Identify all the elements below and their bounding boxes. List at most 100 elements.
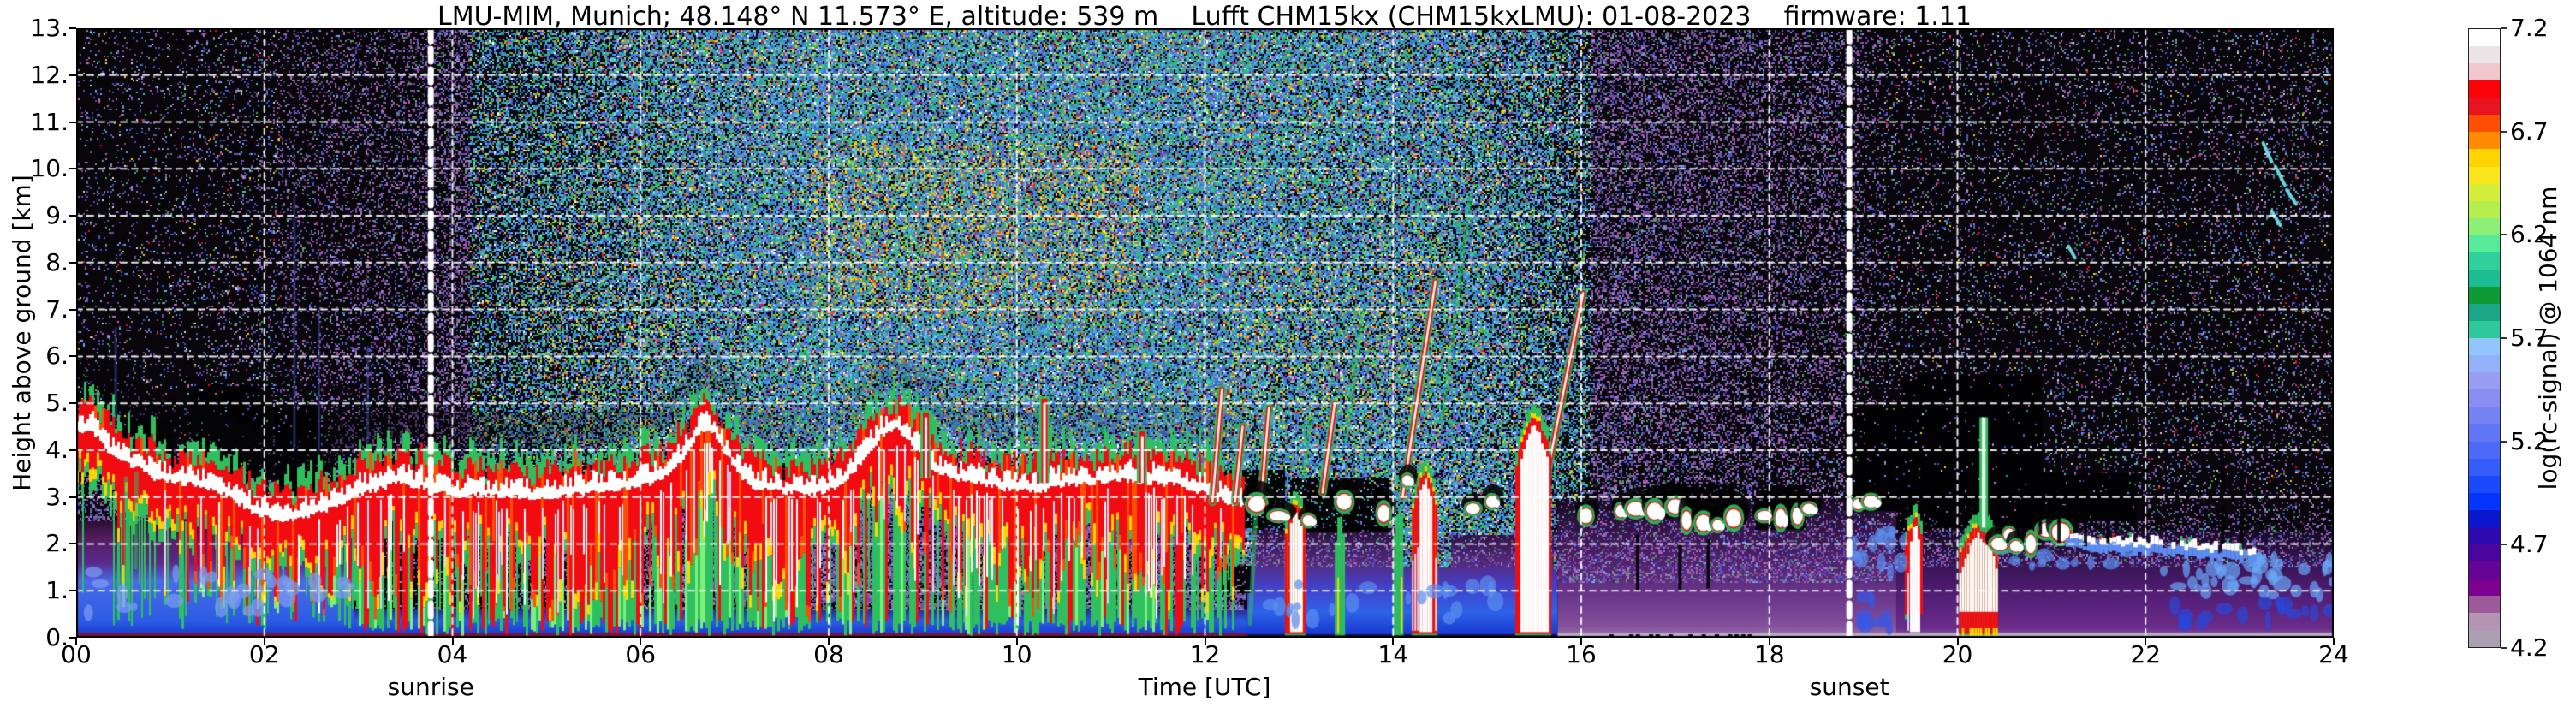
colorbar-tick-label: 6.2 (2510, 220, 2549, 249)
y-tick-mark (69, 637, 76, 639)
colorbar-tick-mark (2501, 647, 2507, 649)
y-tick-mark (69, 74, 76, 76)
x-tick-mark (263, 638, 265, 645)
colorbar-band (2469, 596, 2500, 614)
colorbar-band (2469, 407, 2500, 425)
y-tick-mark (69, 496, 76, 498)
x-tick-mark (451, 638, 454, 645)
y-tick-label: 3. (45, 482, 68, 511)
colorbar-band (2469, 389, 2500, 407)
colorbar-band (2469, 132, 2500, 150)
y-tick-mark (69, 590, 76, 592)
colorbar-band (2469, 149, 2500, 167)
colorbar-band (2469, 217, 2500, 235)
heatmap-plot-area (76, 28, 2334, 638)
x-tick-label: 00 (61, 640, 92, 668)
y-tick-mark (69, 121, 76, 123)
x-tick-label: 08 (813, 640, 844, 668)
y-tick-mark (69, 449, 76, 451)
x-tick-label: 24 (2318, 640, 2349, 668)
y-tick-label: 10. (30, 154, 68, 183)
plot-title: LMU-MIM, Munich; 48.148° N 11.573° E, al… (437, 2, 1972, 32)
y-tick-label: 5. (45, 389, 68, 418)
y-tick-label: 8. (45, 247, 68, 276)
colorbar-band (2469, 544, 2500, 561)
colorbar-band (2469, 372, 2500, 390)
y-tick-mark (69, 27, 76, 29)
x-tick-label: 04 (437, 640, 468, 668)
colorbar-band (2469, 561, 2500, 579)
x-tick-mark (75, 638, 77, 645)
colorbar-tick-label: 4.7 (2510, 530, 2549, 559)
y-tick-mark (69, 543, 76, 545)
x-tick-label: 22 (2130, 640, 2162, 668)
backscatter-heatmap-canvas (76, 28, 2334, 638)
colorbar-band (2469, 63, 2500, 81)
y-tick-mark (69, 402, 76, 405)
colorbar-tick-label: 7.2 (2510, 14, 2549, 42)
x-tick-mark (1956, 638, 1959, 645)
y-tick-label: 6. (45, 342, 68, 371)
colorbar-band (2469, 286, 2500, 304)
colorbar-band (2469, 321, 2500, 339)
x-axis-label: Time [UTC] (1138, 673, 1271, 701)
colorbar-tick-mark (2501, 27, 2507, 29)
x-tick-label: 16 (1566, 640, 1597, 668)
y-tick-label: 9. (45, 201, 68, 230)
colorbar-band (2469, 200, 2500, 218)
colorbar-band (2469, 630, 2500, 648)
colorbar-tick-label: 5.2 (2510, 426, 2549, 455)
y-tick-label: 7. (45, 294, 68, 324)
colorbar-band (2469, 509, 2500, 527)
x-tick-mark (828, 638, 830, 645)
x-tick-mark (1204, 638, 1206, 645)
colorbar-tick-mark (2501, 234, 2507, 236)
x-tick-mark (2145, 638, 2147, 645)
y-tick-label: 12. (30, 60, 68, 89)
x-tick-mark (1768, 638, 1770, 645)
colorbar-band (2469, 252, 2500, 270)
colorbar-band (2469, 338, 2500, 356)
sunrise-annotation: sunrise (387, 673, 474, 701)
x-tick-label: 06 (625, 640, 657, 668)
colorbar-label: log(rc-signal) @ 1064 nm (2534, 186, 2562, 490)
colorbar-band (2469, 46, 2500, 64)
x-tick-label: 10 (1001, 640, 1032, 668)
colorbar-band (2469, 613, 2500, 631)
y-tick-label: 2. (45, 529, 68, 558)
y-tick-label: 4. (45, 435, 68, 464)
y-tick-label: 0. (45, 623, 68, 651)
colorbar-band (2469, 492, 2500, 510)
colorbar-tick-mark (2501, 440, 2507, 443)
sunset-annotation: sunset (1809, 673, 1889, 701)
colorbar-band (2469, 458, 2500, 476)
x-tick-label: 20 (1942, 640, 1973, 668)
colorbar-tick-label: 5.7 (2510, 324, 2549, 352)
colorbar-tick-mark (2501, 130, 2507, 133)
colorbar-band (2469, 441, 2500, 459)
y-tick-label: 1. (45, 576, 68, 605)
x-tick-label: 02 (248, 640, 280, 668)
y-tick-mark (69, 355, 76, 358)
colorbar-band (2469, 29, 2500, 47)
colorbar-band (2469, 166, 2500, 184)
x-tick-label: 14 (1377, 640, 1409, 668)
colorbar-band (2469, 424, 2500, 442)
colorbar-band (2469, 579, 2500, 597)
colorbar-tick-mark (2501, 337, 2507, 339)
y-tick-mark (69, 308, 76, 311)
colorbar-band (2469, 98, 2500, 116)
colorbar-band (2469, 183, 2500, 201)
colorbar-band (2469, 80, 2500, 98)
x-tick-mark (1580, 638, 1582, 645)
colorbar-band (2469, 269, 2500, 287)
colorbar-band (2469, 115, 2500, 133)
y-tick-label: 11. (30, 107, 68, 136)
x-tick-label: 12 (1189, 640, 1221, 668)
x-tick-mark (1392, 638, 1395, 645)
colorbar-band (2469, 355, 2500, 373)
colorbar (2468, 28, 2501, 648)
y-tick-mark (69, 215, 76, 217)
colorbar-band (2469, 526, 2500, 544)
